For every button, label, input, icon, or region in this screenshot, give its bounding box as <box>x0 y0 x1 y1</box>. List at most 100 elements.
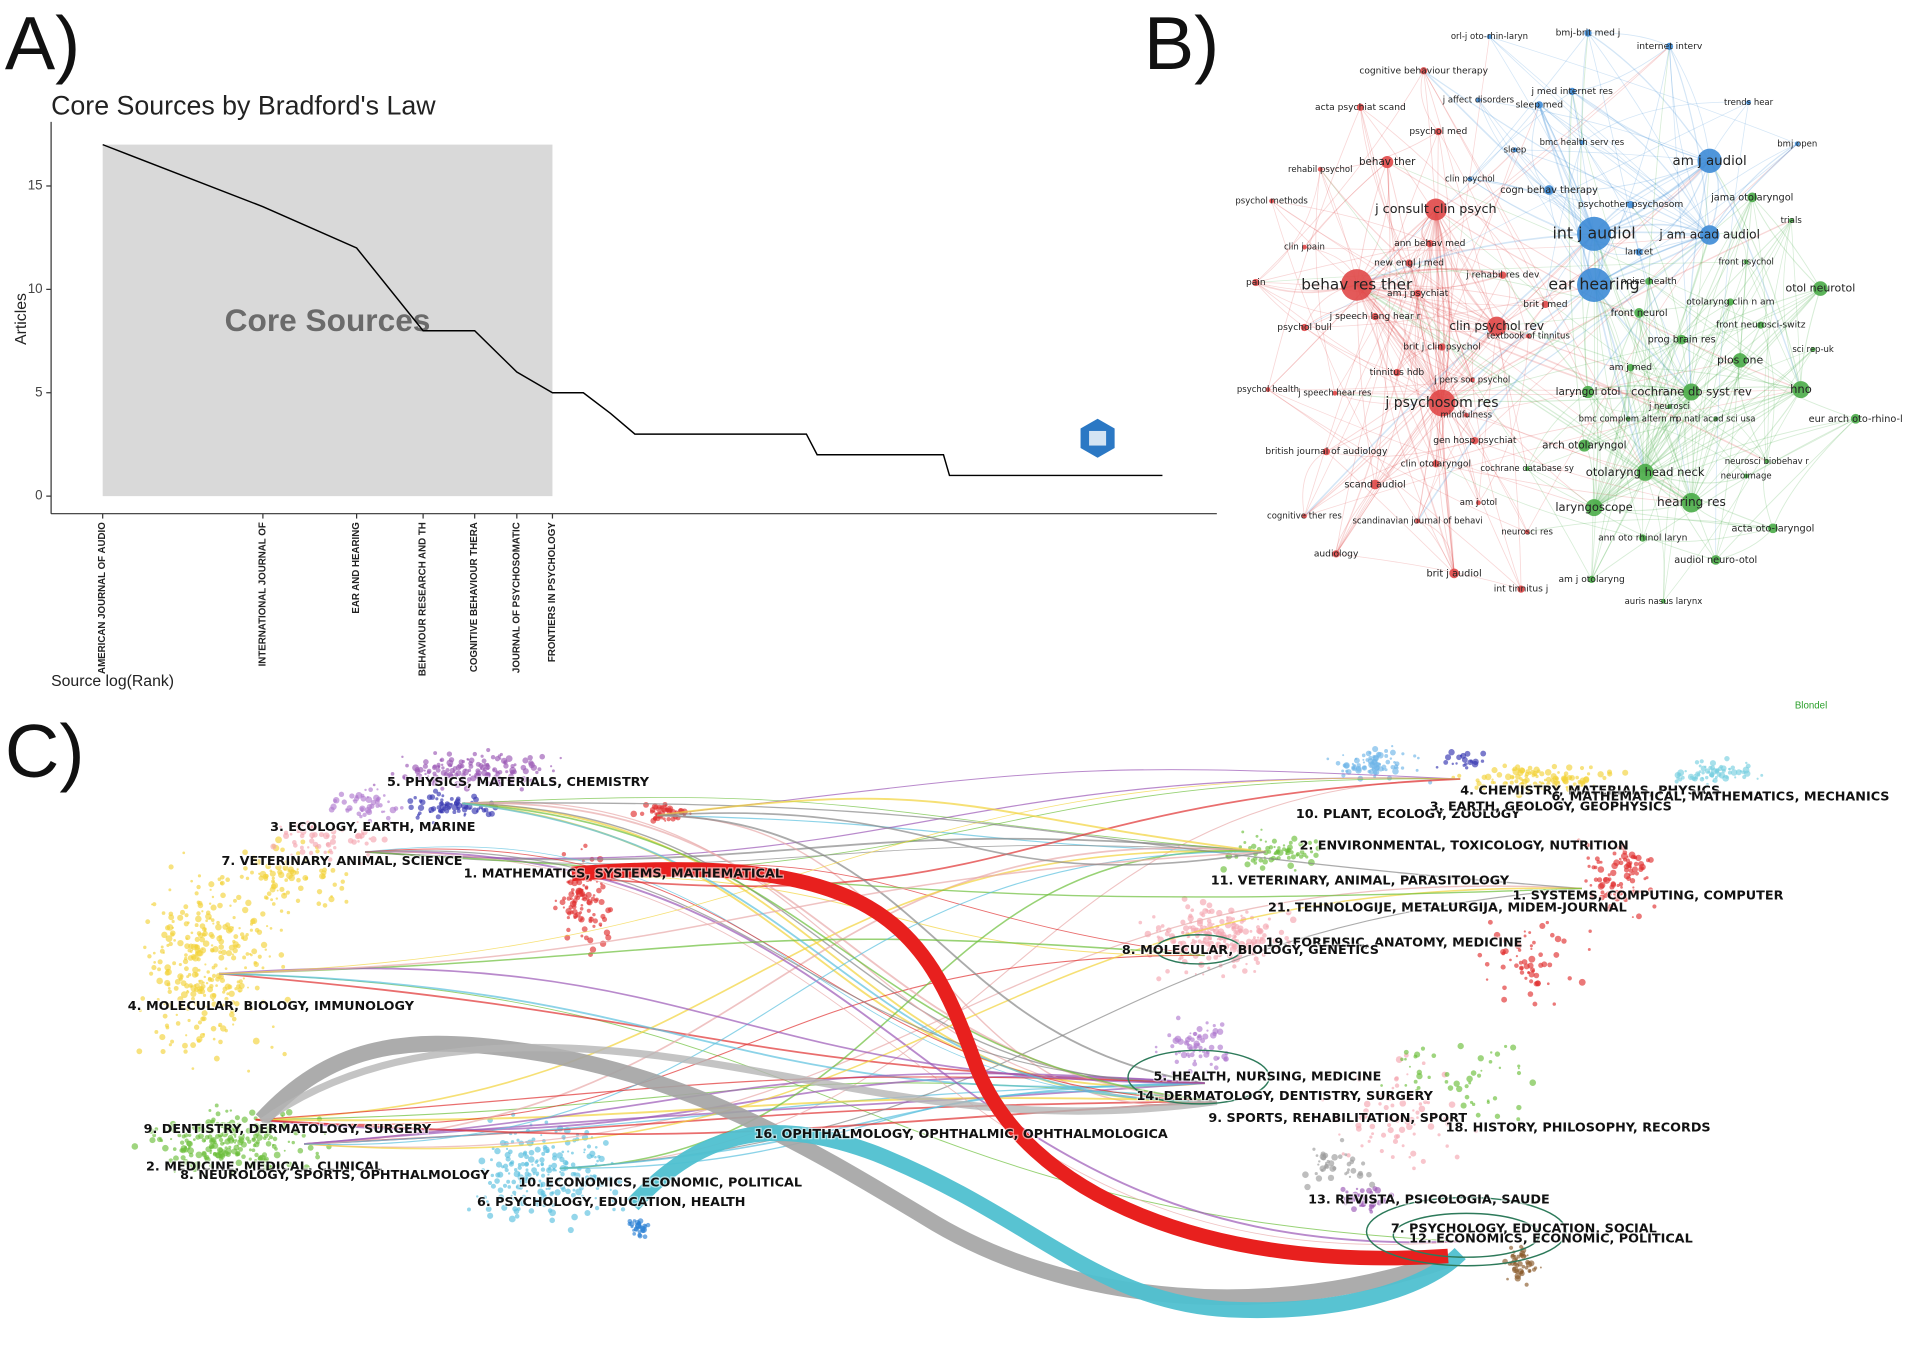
dot <box>1553 952 1560 958</box>
dot <box>594 1155 597 1159</box>
node <box>1476 500 1481 506</box>
dot <box>209 888 212 891</box>
dot <box>286 910 291 915</box>
dot <box>1315 1154 1319 1157</box>
dot <box>1223 939 1227 944</box>
dot <box>1705 775 1709 780</box>
dot <box>1189 1052 1195 1058</box>
edge <box>1644 359 1741 473</box>
dot <box>187 973 192 977</box>
dot <box>1635 854 1642 862</box>
link <box>304 847 1266 1145</box>
dot <box>1255 960 1261 966</box>
dot <box>196 900 201 905</box>
dot <box>1206 955 1212 961</box>
cluster-label: 2. MEDICINE, MEDICAL, CLINICAL <box>146 1160 382 1175</box>
node-label: otolaryng head neck <box>1586 465 1705 479</box>
dot <box>312 832 318 838</box>
dot <box>1491 767 1498 774</box>
dot <box>597 1154 601 1159</box>
node-label: lancet <box>1625 248 1653 258</box>
dot <box>1609 846 1612 850</box>
dot <box>567 1227 574 1234</box>
dot <box>1680 775 1685 780</box>
dot <box>1539 1266 1542 1269</box>
dot <box>194 1161 202 1168</box>
node-label: neuroimage <box>1721 471 1772 481</box>
dot <box>669 809 672 813</box>
dot <box>455 764 462 771</box>
dot <box>1177 1038 1184 1045</box>
node-label: front neurol <box>1611 308 1668 319</box>
dot <box>1356 1197 1360 1201</box>
dot <box>1528 1260 1535 1267</box>
dot <box>1617 846 1621 850</box>
dot <box>581 926 588 933</box>
dot <box>1476 781 1482 787</box>
dot <box>565 1188 571 1195</box>
edge <box>1420 70 1439 132</box>
dot <box>427 780 431 783</box>
edge <box>1568 91 1595 286</box>
node-label: psychol methods <box>1235 196 1308 206</box>
dot <box>1326 757 1330 761</box>
dot <box>1282 844 1286 847</box>
dot <box>519 787 524 792</box>
dot <box>540 1181 546 1187</box>
node <box>1665 42 1674 51</box>
dot <box>423 759 429 765</box>
dot <box>1223 1057 1228 1062</box>
cluster-label: 2. ENVIRONMENTAL, TOXICOLOGY, NUTRITION <box>1300 838 1629 853</box>
dot <box>1620 886 1623 889</box>
dot <box>248 952 252 956</box>
node <box>1635 248 1643 256</box>
edge <box>1435 209 1455 574</box>
link <box>559 887 1582 1169</box>
dot <box>353 799 358 804</box>
dot <box>1620 852 1628 860</box>
edge <box>1320 131 1439 170</box>
dot <box>1445 1144 1449 1148</box>
dot <box>218 1156 224 1161</box>
node-label: acta psychiat scand <box>1315 103 1406 113</box>
dot <box>330 828 337 835</box>
dot <box>1198 961 1205 968</box>
dot <box>282 865 289 871</box>
cluster-label: 1. MATHEMATICS, SYSTEMS, MATHEMATICAL <box>464 866 783 881</box>
dot <box>234 1139 238 1142</box>
node <box>1535 101 1543 109</box>
dot <box>1551 763 1558 770</box>
dot <box>201 1016 207 1022</box>
dot <box>1193 1040 1200 1047</box>
dot <box>1253 970 1257 973</box>
dot <box>162 1013 168 1019</box>
dot <box>359 833 365 839</box>
dot <box>338 791 345 797</box>
dot <box>603 929 611 936</box>
edge <box>1688 160 1711 393</box>
dot <box>257 954 262 959</box>
dot <box>1395 766 1399 770</box>
edge <box>1591 197 1753 580</box>
dot <box>275 836 282 844</box>
dot <box>1516 1104 1522 1111</box>
dot <box>461 772 466 778</box>
node <box>1340 269 1373 301</box>
dot <box>1412 1166 1416 1171</box>
dot <box>482 767 487 772</box>
dot <box>559 756 562 760</box>
node-label: int j audiol <box>1552 223 1635 242</box>
dot <box>1253 956 1259 962</box>
dot <box>211 1001 218 1008</box>
dot <box>612 1189 619 1196</box>
edge <box>1645 389 1802 473</box>
dot <box>1578 978 1586 986</box>
edge <box>1591 472 1646 580</box>
dot <box>1351 1206 1357 1213</box>
dot <box>1708 765 1713 770</box>
dot <box>463 785 470 792</box>
dot <box>327 857 333 862</box>
dot <box>1529 783 1532 786</box>
